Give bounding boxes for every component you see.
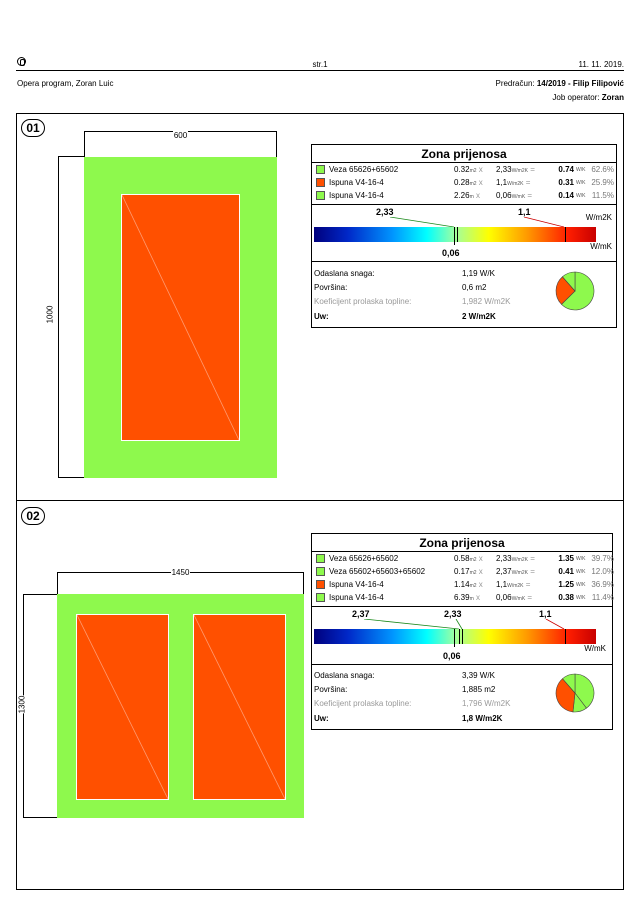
pie-slice [562,271,576,292]
quote-label: Predračun: [495,79,535,88]
loss-distribution-pie [555,673,595,713]
width-dimension: 1450 [170,568,191,577]
info-label: Koeficijent prolaska topline: [314,699,412,708]
transfer-zone-panel-2: Zona prijenosa Veza 65626+65602 0.58m2 x… [311,533,614,730]
sash-opening-lines [122,195,239,440]
pie-slice [561,271,595,311]
header-divider [16,70,624,71]
info-value: 2 W/m2K [462,312,496,321]
info-value: 0,6 m2 [462,283,487,292]
scale-tick-label: 1,1 [539,609,552,619]
scale-leader-lines [363,619,565,630]
zone-color-swatch [316,165,325,174]
zone-color-swatch [316,580,325,589]
company-name: Opera program, Zoran Luic [17,79,114,88]
height-dimension-line [58,156,59,478]
scale-tick-label: 0,06 [443,651,461,661]
glass-pane-left [76,614,169,800]
pie-slice [555,678,576,713]
zone-row: Ispuna V4-16-4 0.28m2 x 1,1W/m2K = 0.31 W… [314,177,614,189]
zone-color-swatch [316,593,325,602]
quote-info: Predračun: 14/2019 - Filip Filipović [495,79,624,88]
glass-pane [121,194,240,441]
zone-color-swatch [316,191,325,200]
scale-leader-lines [389,217,565,228]
sash-opening-lines [77,615,168,799]
zone-color-swatch [316,178,325,187]
scale-unit-bottom: W/mK [584,644,606,653]
info-value: 1,19 W/K [462,269,495,278]
sash-opening-lines [194,615,285,799]
loss-distribution-pie [555,271,595,311]
width-dimension: 600 [172,131,189,140]
transfer-zone-panel-1: Zona prijenosa Veza 65626+65602 0.32m2 x… [311,144,617,328]
scale-tick-label: 2,33 [376,207,394,217]
page-number: str.1 [312,60,328,69]
info-label: Površina: [314,283,348,292]
info-label: Uw: [314,714,329,723]
info-label: Koeficijent prolaska topline: [314,297,412,306]
zone-row: Veza 65602+65603+65602 0.17m2 x 2,37W/m2… [314,566,614,578]
section-2 [16,500,624,890]
glass-pane-right [193,614,286,800]
zone-row: Ispuna V4-16-4 6.39m x 0,06W/mK = 0.38 W/… [314,592,614,604]
height-dimension: 1000 [45,305,55,324]
scale-unit-top: W/m2K [585,213,612,222]
height-dimension: 1300 [17,695,27,714]
zone-row: Veza 65626+65602 0.58m2 x 2,33W/m2K = 1.… [314,553,614,565]
section-1-number: 01 [21,119,45,137]
conductance-color-scale [314,227,596,242]
info-label: Odaslana snaga: [314,269,375,278]
pie-slice [555,276,576,305]
scale-tick-label: 2,33 [444,609,462,619]
info-label: Uw: [314,312,329,321]
quote-value: 14/2019 - Filip Filipović [536,79,624,88]
zone-row: Ispuna V4-16-4 2.26m x 0,06W/mK = 0.14 W/… [314,190,614,202]
conductance-color-scale [314,629,596,644]
document-date: 11. 11. 2019. [578,60,624,69]
scale-tick-label: 1,1 [518,207,531,217]
info-value: 1,885 m2 [462,685,496,694]
pie-slice [574,673,595,709]
scale-tick-label: 0,06 [442,248,460,258]
info-label: Površina: [314,685,348,694]
info-value: 3,39 W/K [462,671,495,680]
section-2-number: 02 [21,507,45,525]
scale-tick-label: 2,37 [352,609,370,619]
info-value: 1,796 W/m2K [462,699,511,708]
zone-color-swatch [316,567,325,576]
pie-slice [562,673,576,694]
info-value: 1,982 W/m2K [462,297,511,306]
operator-info: Job operator: Zoran [552,93,624,102]
scale-unit-bottom: W/mK [590,242,612,251]
panel-title: Zona prijenosa [421,147,507,161]
app-logo-icon [17,57,26,66]
operator-label: Job operator: [552,93,600,102]
info-label: Odaslana snaga: [314,671,375,680]
zone-row: Veza 65626+65602 0.32m2 x 2,33W/m2K = 0.… [314,164,614,176]
zone-row: Ispuna V4-16-4 1.14m2 x 1,1W/m2K = 1.25 W… [314,579,614,591]
panel-title: Zona prijenosa [419,536,505,550]
zone-color-swatch [316,554,325,563]
operator-value: Zoran [601,93,624,102]
info-value: 1,8 W/m2K [462,714,503,723]
